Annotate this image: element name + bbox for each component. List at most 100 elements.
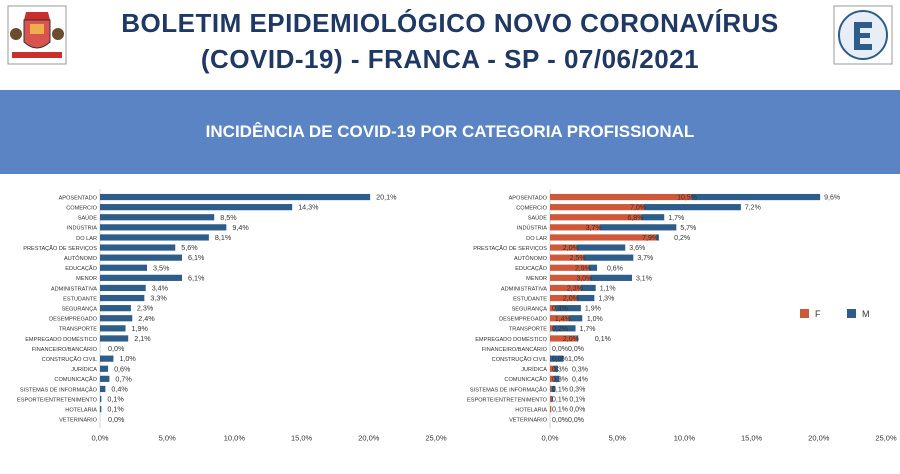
data-label-f: 2,0%	[563, 245, 579, 252]
category-label: PRESTAÇÃO DE SERVIÇOS	[23, 245, 97, 252]
bar-m	[552, 325, 576, 332]
bar-f	[550, 325, 553, 332]
category-label: VETERINÁRIO	[59, 417, 98, 424]
bar	[100, 385, 106, 393]
data-label-m: 1,1%	[600, 285, 616, 292]
data-label-f: 2,0%	[563, 336, 579, 343]
data-label: 3,4%	[152, 283, 169, 292]
category-label: DO LAR	[526, 236, 547, 242]
legend-swatch-f	[800, 309, 809, 319]
data-label-f: 1,4%	[555, 316, 571, 323]
data-label-f: 0,1%	[552, 407, 568, 414]
x-tick-label: 5,0%	[609, 433, 626, 442]
bar	[100, 375, 110, 382]
prefeitura-logo	[833, 5, 893, 65]
bar-f	[550, 274, 591, 281]
bar-f	[550, 375, 555, 382]
data-label: 2,1%	[134, 334, 151, 343]
category-label: EDUCAÇÃO	[65, 265, 97, 272]
category-label: EMPREGADO DOMÉSTICO	[25, 336, 97, 343]
data-label: 6,1%	[188, 253, 205, 262]
total-incidence-chart: 0,0% 5,0% 10,0% 15,0% 20,0% 25,0% APOSENTADO 20…	[17, 189, 447, 442]
data-label-m: 0,1%	[569, 397, 585, 404]
data-label-m: 0,3%	[572, 366, 588, 373]
bar-f	[550, 224, 600, 231]
category-label: VETERINÁRIO	[509, 417, 548, 424]
category-label: SEGURANÇA	[62, 306, 98, 312]
data-label-m: 3,6%	[629, 245, 645, 252]
data-label-f: 2,3%	[567, 285, 583, 292]
bar-m	[599, 224, 677, 231]
category-label: HOTELARIA	[515, 407, 547, 413]
category-label: FINANCEIRO/BANCÁRIO	[32, 346, 98, 353]
category-label: MENOR	[526, 276, 547, 282]
data-label-f: 0,3%	[552, 376, 568, 383]
data-label-m: 0,0%	[568, 346, 584, 353]
data-label-m: 0,2%	[674, 235, 690, 242]
data-label-f: 3,0%	[576, 275, 592, 282]
bar-f	[550, 264, 589, 271]
bar-m	[691, 193, 821, 201]
category-label: ADMINISTRATIVA	[51, 286, 97, 292]
bar-m	[554, 365, 559, 372]
bar	[100, 244, 176, 251]
x-tick-label: 20,0%	[358, 433, 380, 442]
legend-swatch-m	[847, 309, 857, 319]
bar	[100, 315, 133, 322]
bar-f	[550, 193, 692, 201]
data-label-f: 0,0%	[552, 346, 568, 353]
data-label-m: 7,2%	[745, 205, 761, 212]
data-label-f: 0,3%	[552, 366, 568, 373]
page-title-line-1: BOLETIM EPIDEMIOLÓGICO NOVO CORONAVÍRUS	[121, 8, 779, 38]
category-label: FINANCEIRO/BANCÁRIO	[482, 346, 548, 353]
bar-f	[550, 365, 555, 372]
bar	[100, 284, 146, 292]
bar-m	[554, 375, 560, 382]
bar-m	[576, 335, 579, 342]
data-label-f: 7,9%	[642, 235, 658, 242]
x-tick-label: 0,0%	[91, 433, 108, 442]
x-tick-label: 25,0%	[425, 433, 447, 442]
x-tick-label: 10,0%	[224, 433, 246, 442]
data-label-m: 3,7%	[637, 255, 653, 262]
category-label: ESPORTE/ENTRETENIMENTO	[17, 397, 98, 403]
category-label: SISTEMAS DE INFORMAÇÃO	[20, 386, 98, 393]
data-label: 8,1%	[215, 233, 232, 242]
bar-m	[555, 305, 581, 312]
category-label: DESEMPREGADO	[499, 317, 548, 323]
category-label: ADMINISTRATIVA	[501, 286, 547, 292]
category-label: DO LAR	[76, 236, 97, 242]
legend-label-m: M	[862, 308, 870, 319]
category-label: TRANSPORTE	[509, 327, 547, 333]
data-label-m: 0,0%	[568, 417, 584, 424]
category-label: HOTELARIA	[65, 407, 97, 413]
bar-f	[550, 305, 556, 312]
bar-m	[590, 274, 632, 281]
category-label: EDUCAÇÃO	[515, 265, 547, 272]
bar	[100, 355, 114, 362]
bar	[100, 294, 145, 302]
data-label-f: 2,5%	[570, 255, 586, 262]
data-label: 0,6%	[114, 364, 131, 373]
category-label: JURÍDICA	[71, 366, 97, 373]
data-label: 5,6%	[181, 243, 198, 252]
x-tick-label: 25,0%	[875, 433, 897, 442]
legend-label-f: F	[815, 308, 821, 319]
category-label: SAÚDE	[78, 215, 98, 222]
x-tick-label: 20,0%	[808, 433, 830, 442]
data-label-f: 0,0%	[552, 417, 568, 424]
coat-of-arms-logo	[7, 5, 67, 65]
data-label-m: 5,7%	[680, 225, 696, 232]
category-label: SAÚDE	[528, 215, 548, 222]
category-label: SEGURANÇA	[512, 306, 548, 312]
category-label: APOSENTADO	[509, 195, 548, 201]
section-title: INCIDÊNCIA DE COVID-19 POR CATEGORIA PRO…	[205, 122, 695, 141]
category-label: INDÚSTRIA	[517, 225, 547, 232]
bar-m	[550, 355, 564, 362]
bar-f	[550, 254, 584, 261]
x-tick-label: 0,0%	[541, 433, 558, 442]
bar	[100, 254, 182, 261]
bar	[100, 264, 148, 271]
bar-m	[580, 284, 596, 292]
x-tick-label: 10,0%	[674, 433, 696, 442]
